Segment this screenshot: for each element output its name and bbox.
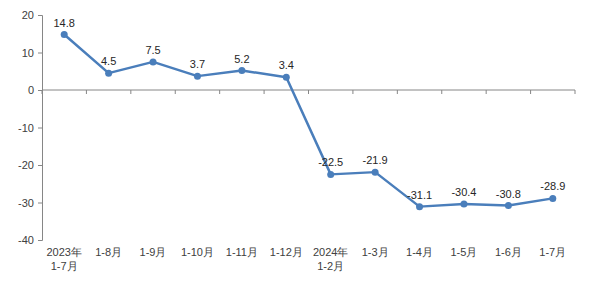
x-tick-label: 1-8月: [95, 246, 122, 258]
point: [105, 70, 112, 77]
x-tick-mark: [441, 90, 442, 94]
x-tick-mark: [219, 90, 220, 94]
x-tick-mark: [397, 90, 398, 94]
x-tick-label: 1-5月: [451, 246, 478, 258]
y-tick: -10: [18, 122, 42, 134]
point: [505, 202, 512, 209]
x-tick-label: 1-12月: [270, 246, 303, 258]
x-tick-label: 1-4月: [406, 246, 433, 258]
y-tick-mark: [38, 128, 42, 129]
x-tick-label: 2023年1-7月: [46, 246, 81, 272]
data-label: 14.8: [53, 17, 74, 29]
y-tick-label: -10: [18, 122, 34, 134]
y-tick: -30: [18, 197, 42, 209]
data-label: 7.5: [145, 44, 160, 56]
series-line: [64, 35, 553, 207]
y-tick: -40: [18, 234, 42, 246]
point: [150, 58, 157, 65]
data-label: 3.4: [279, 59, 294, 71]
y-tick: 0: [28, 84, 42, 96]
y-tick-mark: [38, 15, 42, 16]
x-tick-mark: [308, 90, 309, 94]
data-label: -21.9: [363, 154, 388, 166]
x-tick-mark: [575, 90, 576, 94]
point: [238, 67, 245, 74]
point: [549, 195, 556, 202]
x-tick-label: 2024年1-2月: [313, 246, 348, 272]
y-tick-mark: [38, 90, 42, 91]
plot-area: [61, 31, 557, 210]
y-tick-mark: [38, 203, 42, 204]
y-tick-label: 20: [22, 9, 34, 21]
y-tick-label: 0: [28, 84, 34, 96]
x-tick-mark: [130, 90, 131, 94]
x-tick-mark: [42, 90, 43, 94]
y-tick-mark: [38, 53, 42, 54]
point: [61, 31, 68, 38]
y-tick-label: -20: [18, 159, 34, 171]
chart: -40 -30 -20 -10 0 10 20 2023年1-7月 1-8月 1-9月 1-10月 1…: [0, 0, 589, 292]
y-tick-label: -30: [18, 197, 34, 209]
y-tick-mark: [38, 240, 42, 241]
point: [327, 171, 334, 178]
x-tick-mark: [530, 90, 531, 94]
x-tick-label: 1-10月: [181, 246, 214, 258]
x-tick-mark: [175, 90, 176, 94]
x-axis: [42, 90, 575, 94]
data-label: -30.8: [496, 188, 521, 200]
y-tick: 10: [22, 47, 42, 59]
data-label: -30.4: [451, 186, 476, 198]
x-labels: 2023年1-7月 1-8月 1-9月 1-10月 1-11月 1-12月 2024年1-2…: [46, 246, 566, 272]
y-tick: 20: [22, 9, 42, 21]
y-tick-label: -40: [18, 234, 34, 246]
y-axis-line: [38, 16, 43, 241]
x-tick-mark: [86, 90, 87, 94]
y-tick: -20: [18, 159, 42, 171]
data-label: 5.2: [234, 53, 249, 65]
x-tick-mark: [352, 90, 353, 94]
point: [416, 203, 423, 210]
x-tick-mark: [264, 90, 265, 94]
data-label: -22.5: [318, 156, 343, 168]
y-tick-label: 10: [22, 47, 34, 59]
x-tick-label: 1-6月: [495, 246, 522, 258]
point: [372, 169, 379, 176]
x-tick-label: 1-3月: [362, 246, 389, 258]
x-tick-label: 1-9月: [140, 246, 167, 258]
data-label: 4.5: [101, 55, 116, 67]
y-tick-mark: [38, 165, 42, 166]
data-label: 3.7: [190, 58, 205, 70]
data-label: -28.9: [540, 180, 565, 192]
point: [194, 73, 201, 80]
x-tick-mark: [486, 90, 487, 94]
data-label: -31.1: [407, 189, 432, 201]
point: [283, 74, 290, 81]
x-tick-label: 1-11月: [226, 246, 258, 258]
x-tick-label: 1-7月: [539, 246, 566, 258]
data-labels: 14.8 4.5 7.5 3.7 5.2 3.4 -22.5 -21.9 -31.1 -30.4 -…: [53, 17, 565, 201]
point: [460, 201, 467, 208]
y-axis: -40 -30 -20 -10 0 10 20: [18, 9, 42, 246]
